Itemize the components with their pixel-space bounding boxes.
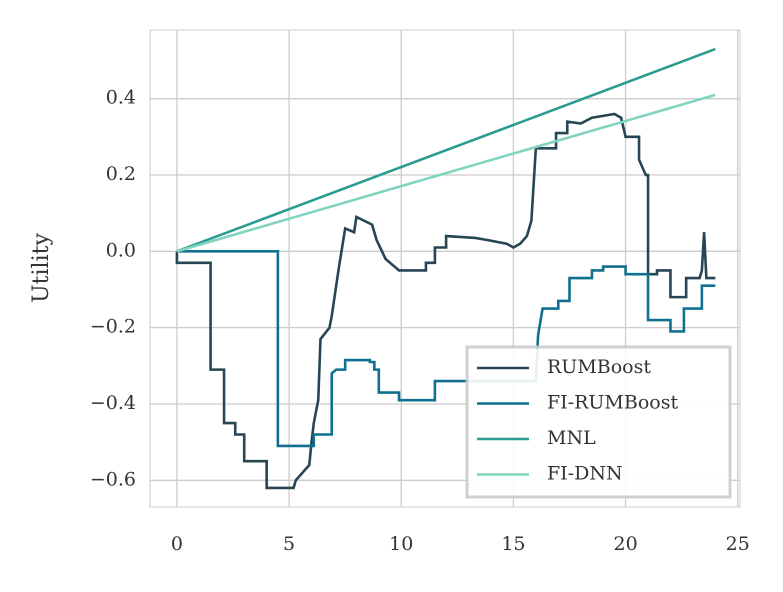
y-axis-label: Utility (29, 233, 54, 303)
series-line (176, 93, 716, 253)
legend-label: FI-RUMBoost (547, 392, 678, 414)
y-tick-label: 0.2 (106, 163, 136, 185)
x-tick-label: 10 (389, 533, 413, 555)
y-tick-label: −0.4 (90, 392, 136, 414)
legend-box (465, 345, 732, 499)
series-line (175, 112, 716, 490)
legend-label: FI-DNN (547, 463, 623, 485)
y-tick-label: 0.4 (106, 87, 136, 109)
x-tick-label: 0 (171, 533, 183, 555)
y-tick-label: −0.2 (90, 316, 136, 338)
x-tick-label: 25 (726, 533, 750, 555)
y-tick-label: 0.0 (106, 239, 136, 261)
x-tick-label: 20 (613, 533, 637, 555)
x-tick-label: 15 (501, 533, 525, 555)
y-tick-label: −0.6 (90, 468, 136, 490)
legend-label: RUMBoost (547, 356, 651, 378)
x-tick-label: 5 (283, 533, 295, 555)
series-line (176, 47, 716, 253)
legend-label: MNL (547, 427, 596, 449)
